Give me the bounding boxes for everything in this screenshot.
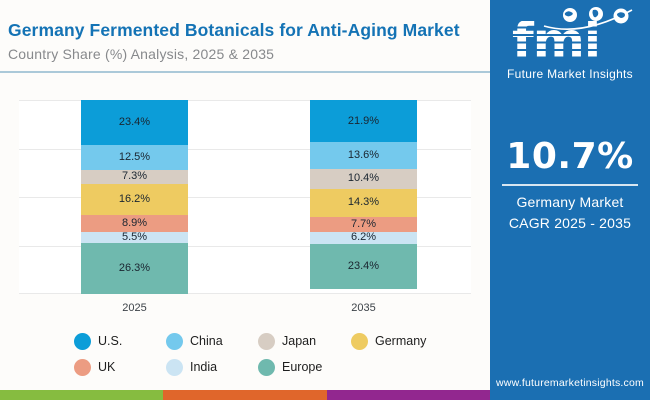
segment-us-2035: 21.9%: [310, 100, 417, 143]
legend-dot-us: [74, 332, 91, 350]
segment-india-2025: 5.5%: [81, 231, 188, 244]
cagr-divider: [502, 184, 638, 186]
segment-uk-2025: 8.9%: [81, 215, 188, 233]
legend-label-us: U.S.: [98, 334, 123, 348]
legend-dot-uk: [74, 358, 91, 376]
footer-stripe-segment-1: [0, 390, 164, 400]
logo-globe-icons: [563, 7, 629, 24]
segment-value-germany-2035: 14.3%: [347, 196, 380, 209]
segment-germany-2025: 16.2%: [81, 183, 188, 216]
x-axis-label-2035: 2035: [351, 302, 376, 314]
segment-value-uk-2035: 7.7%: [350, 217, 377, 230]
header: Germany Fermented Botanicals for Anti-Ag…: [8, 20, 486, 62]
segment-value-us-2035: 21.9%: [347, 114, 380, 127]
legend-dot-china: [166, 332, 183, 350]
plot-area: 23.4% 12.5% 7.3% 16.2% 8.9% 5.5% 26.3% 21.9% 13.…: [19, 100, 471, 294]
legend-dot-japan: [258, 332, 275, 350]
segment-value-europe-2025: 26.3%: [118, 262, 151, 275]
fmi-logo-text: fmi: [512, 12, 600, 66]
legend-label-china: China: [190, 334, 223, 348]
segment-china-2025: 12.5%: [81, 145, 188, 170]
segment-uk-2035: 7.7%: [310, 216, 417, 232]
legend-dot-europe: [258, 358, 275, 376]
segment-value-china-2025: 12.5%: [118, 150, 151, 163]
legend-dot-india: [166, 358, 183, 376]
chart-panel: Germany Fermented Botanicals for Anti-Ag…: [0, 20, 490, 400]
segment-value-india-2035: 6.2%: [350, 231, 377, 244]
page-subtitle: Country Share (%) Analysis, 2025 & 2035: [8, 45, 275, 62]
segment-japan-2035: 10.4%: [310, 168, 417, 190]
segment-value-uk-2025: 8.9%: [121, 217, 148, 230]
gridline-50pct: [19, 197, 471, 198]
fmi-logo-graphic: fmi: [512, 7, 633, 66]
legend-item-china: China: [166, 329, 258, 353]
gridline-0pct: [19, 293, 471, 294]
gridline-75pct: [19, 148, 471, 150]
segment-value-japan-2025: 7.3%: [121, 170, 148, 183]
segment-europe-2025: 26.3%: [81, 243, 188, 294]
segment-india-2035: 6.2%: [310, 231, 417, 244]
segment-europe-2035: 23.4%: [310, 243, 417, 290]
segment-value-japan-2035: 10.4%: [347, 172, 380, 185]
segment-value-us-2025: 23.4%: [118, 116, 151, 129]
stacked-bar-2035: 21.9% 13.6% 10.4% 14.3% 7.7% 6.2% 23.4%: [310, 100, 417, 294]
legend-item-germany: Germany: [351, 329, 426, 353]
segment-china-2035: 13.6%: [310, 142, 417, 169]
segment-value-europe-2035: 23.4%: [347, 259, 380, 272]
header-divider: [0, 71, 490, 73]
legend-item-japan: Japan: [258, 329, 351, 353]
legend-item-europe: Europe: [258, 355, 351, 379]
legend-item-india: India: [166, 355, 258, 379]
footer-stripe-segment-2: [163, 390, 327, 400]
x-axis-label-2025: 2025: [122, 302, 147, 314]
segment-value-china-2035: 13.6%: [347, 149, 380, 162]
segment-value-germany-2025: 16.2%: [118, 192, 151, 205]
cagr-label-line2: CAGR 2025 - 2035: [508, 215, 632, 231]
page-title: Germany Fermented Botanicals for Anti-Ag…: [8, 20, 460, 40]
stacked-bar-2025: 23.4% 12.5% 7.3% 16.2% 8.9% 5.5% 26.3%: [81, 100, 188, 294]
legend-label-japan: Japan: [282, 334, 317, 348]
segment-us-2025: 23.4%: [81, 100, 188, 146]
cagr-label: Germany Market CAGR 2025 - 2035: [490, 192, 650, 234]
footer-stripe-segment-3: [326, 390, 490, 400]
segment-value-india-2025: 5.5%: [121, 231, 148, 244]
cagr-value: 10.7%: [506, 136, 634, 177]
segment-japan-2025: 7.3%: [81, 169, 188, 184]
legend-label-germany: Germany: [375, 334, 427, 348]
gridline-25pct: [19, 245, 471, 247]
gridline-100pct: [19, 100, 471, 101]
legend: U.S. China Japan Germany UK India Europe: [74, 329, 426, 379]
legend-label-india: India: [190, 360, 218, 374]
legend-label-uk: UK: [98, 360, 116, 374]
fmi-tagline: Future Market Insights: [507, 67, 633, 81]
sidebar: fmi Future Market Insights 10.7% Germany…: [490, 0, 650, 400]
legend-label-europe: Europe: [282, 360, 323, 374]
footer-color-stripe: [0, 390, 490, 400]
segment-germany-2035: 14.3%: [310, 189, 417, 217]
website-url: www.futuremarketinsights.com: [496, 377, 644, 389]
legend-item-uk: UK: [74, 355, 166, 379]
fmi-logo: fmi Future Market Insights: [490, 6, 650, 81]
legend-dot-germany: [351, 332, 368, 350]
cagr-label-line1: Germany Market: [516, 194, 624, 210]
legend-item-us: U.S.: [74, 329, 166, 353]
